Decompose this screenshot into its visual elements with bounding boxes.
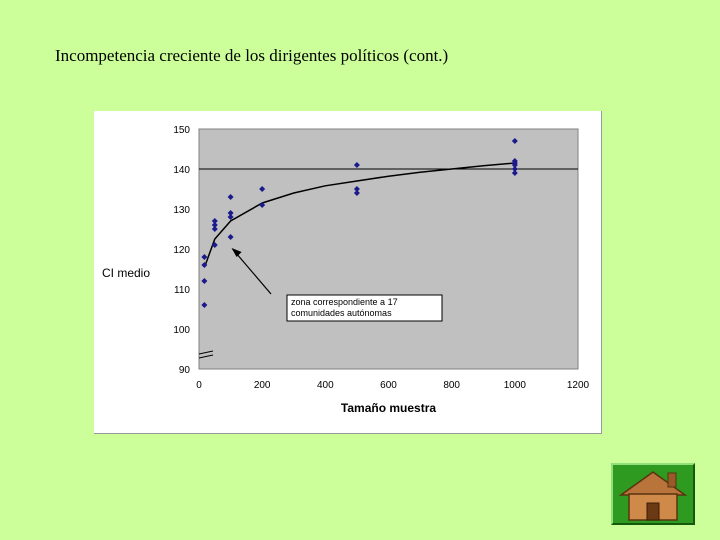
x-tick-label: 800 — [443, 380, 460, 391]
data-point — [227, 210, 234, 216]
data-point — [211, 222, 218, 228]
axis-break-mark — [198, 354, 214, 359]
home-button[interactable] — [611, 463, 695, 525]
y-tick-label: 100 — [173, 325, 190, 336]
y-tick-label: 130 — [173, 205, 190, 216]
data-point — [211, 218, 218, 224]
x-tick-label: 400 — [317, 380, 334, 391]
data-point — [353, 190, 360, 196]
annotation-text: zona correspondiente a 17 — [291, 297, 398, 307]
data-point — [227, 234, 234, 240]
x-tick-label: 600 — [380, 380, 397, 391]
annotation-arrow — [232, 248, 272, 295]
chart-container: 90 100 110 120 130 140 150 0 200 400 600 800 1000 120… — [94, 111, 602, 434]
axis-break-mark — [198, 350, 214, 355]
annotation-box — [286, 294, 443, 322]
arrow-head — [231, 248, 242, 257]
data-point — [353, 162, 360, 168]
data-point — [511, 166, 518, 172]
data-point — [211, 226, 218, 232]
x-tick-label: 200 — [254, 380, 271, 391]
data-point — [353, 186, 360, 192]
chart-svg: 90 100 110 120 130 140 150 0 200 400 600 800 1000 120… — [102, 125, 590, 415]
y-tick-label: 110 — [174, 285, 190, 296]
data-point — [227, 194, 234, 200]
y-axis-label: CI medio — [102, 266, 150, 280]
x-axis-label: Tamaño muestra — [341, 401, 436, 415]
data-point — [201, 278, 208, 284]
y-tick-label: 90 — [179, 365, 191, 376]
data-point — [201, 302, 208, 308]
plot-area — [198, 128, 579, 370]
data-point — [227, 214, 234, 220]
y-tick-label: 150 — [173, 125, 190, 136]
data-point — [511, 138, 518, 144]
x-tick-label: 1000 — [504, 380, 527, 391]
data-point — [259, 186, 266, 192]
y-tick-label: 140 — [173, 165, 190, 176]
data-point — [511, 170, 518, 176]
trend-curve — [204, 162, 515, 266]
home-icon — [618, 471, 688, 521]
data-point — [201, 254, 208, 260]
data-point — [259, 202, 266, 208]
data-point — [201, 262, 208, 268]
x-tick-label: 1200 — [567, 380, 590, 391]
data-point — [511, 162, 518, 168]
x-tick-label: 0 — [196, 380, 202, 391]
slide-title: Incompetencia creciente de los dirigente… — [55, 46, 449, 65]
annotation-text: comunidades autónomas — [291, 308, 392, 318]
data-point — [211, 242, 218, 248]
y-tick-label: 120 — [173, 245, 190, 256]
